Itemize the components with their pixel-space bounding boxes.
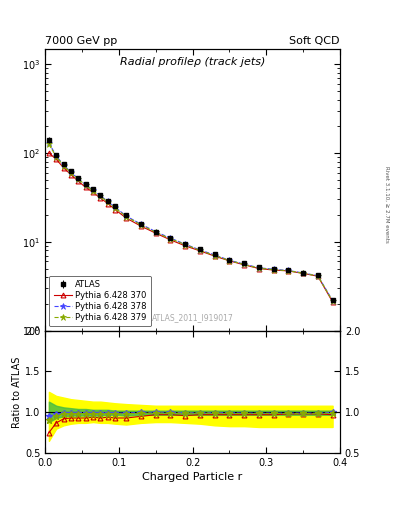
Text: Radial profileρ (track jets): Radial profileρ (track jets)	[120, 57, 265, 67]
X-axis label: Charged Particle r: Charged Particle r	[142, 472, 243, 482]
Text: ATLAS_2011_I919017: ATLAS_2011_I919017	[152, 313, 233, 322]
Text: 7000 GeV pp: 7000 GeV pp	[45, 36, 118, 46]
Text: Rivet 3.1.10, ≥ 2.7M events: Rivet 3.1.10, ≥ 2.7M events	[385, 166, 389, 243]
Text: Soft QCD: Soft QCD	[290, 36, 340, 46]
Legend: ATLAS, Pythia 6.428 370, Pythia 6.428 378, Pythia 6.428 379: ATLAS, Pythia 6.428 370, Pythia 6.428 37…	[50, 276, 151, 326]
Y-axis label: Ratio to ATLAS: Ratio to ATLAS	[12, 356, 22, 428]
